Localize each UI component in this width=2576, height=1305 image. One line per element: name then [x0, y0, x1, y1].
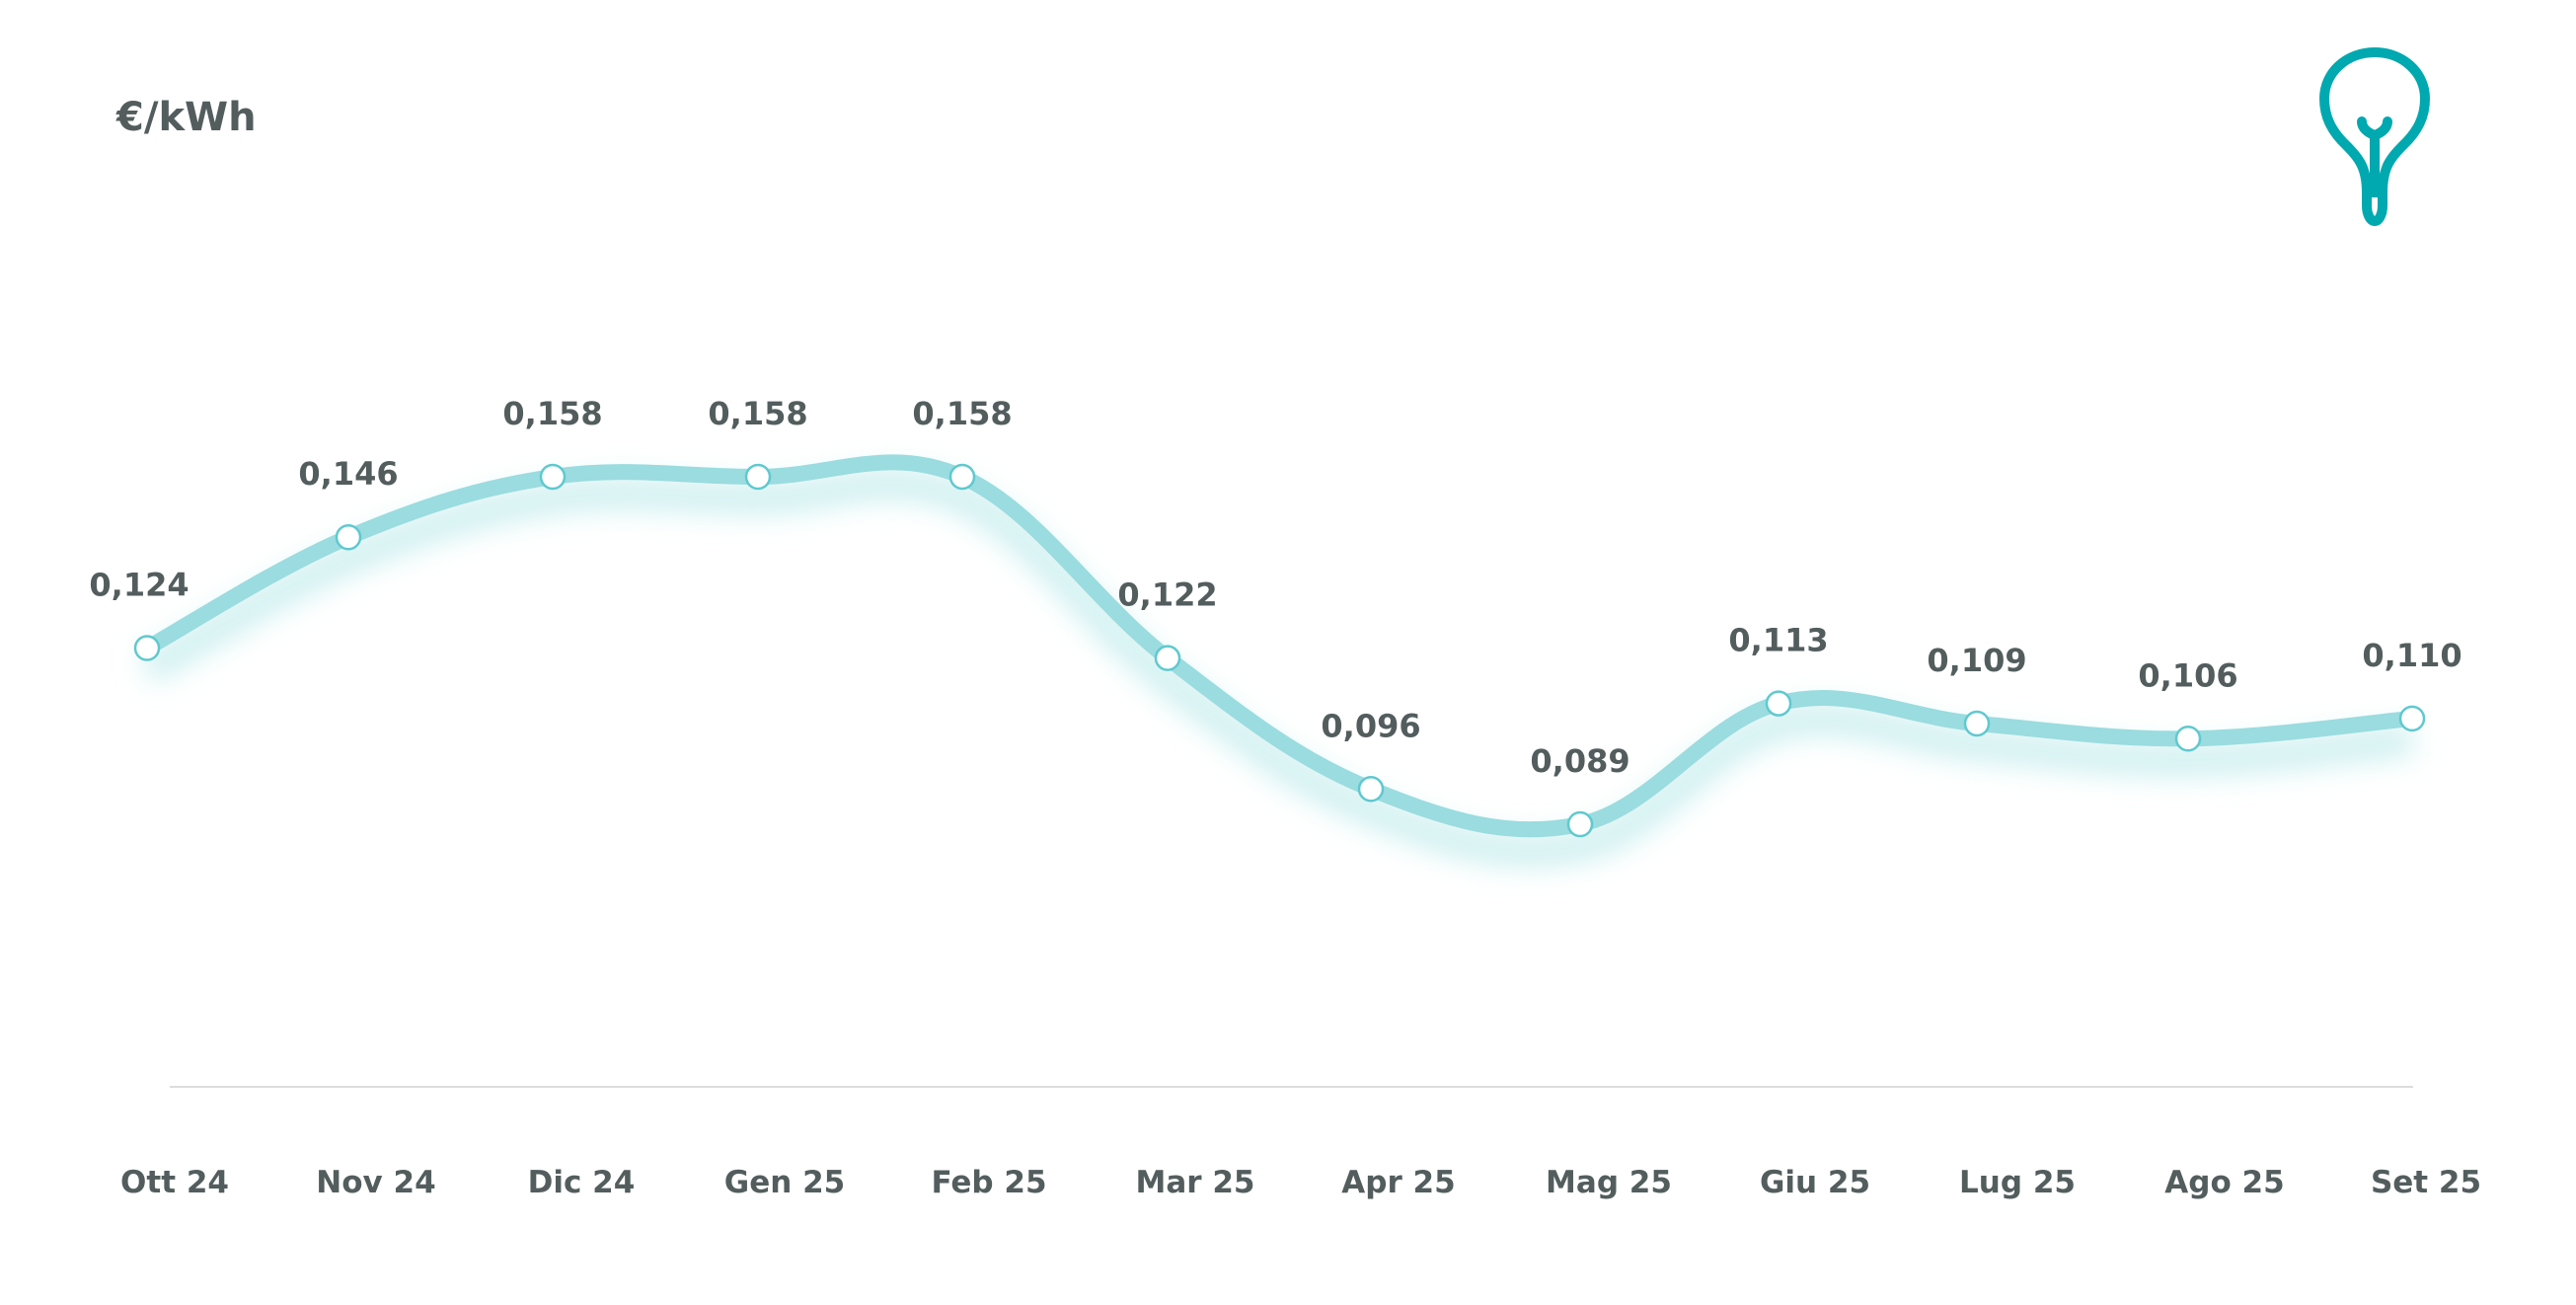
- data-label: 0,146: [298, 455, 398, 493]
- data-label: 0,089: [1530, 742, 1629, 780]
- x-tick-label: Ott 24: [120, 1165, 229, 1200]
- data-point[interactable]: [133, 635, 161, 661]
- data-point[interactable]: [1963, 710, 1991, 737]
- data-point[interactable]: [948, 463, 976, 491]
- data-point[interactable]: [1357, 776, 1385, 803]
- data-label: 0,158: [912, 395, 1012, 432]
- data-point[interactable]: [2398, 705, 2426, 732]
- data-label: 0,096: [1321, 707, 1420, 744]
- x-tick-label: Nov 24: [316, 1165, 435, 1200]
- x-tick-label: Apr 25: [1341, 1165, 1455, 1200]
- x-tick-label: Ago 25: [2164, 1165, 2284, 1200]
- x-tick-label: Mag 25: [1546, 1165, 1672, 1200]
- data-point[interactable]: [539, 463, 567, 491]
- data-label: 0,158: [708, 395, 807, 432]
- data-label: 0,158: [502, 395, 602, 432]
- data-label: 0,110: [2362, 637, 2462, 674]
- x-tick-label: Giu 25: [1760, 1165, 1870, 1200]
- series-line-shadow: [139, 469, 2414, 867]
- x-tick-label: Dic 24: [528, 1165, 636, 1200]
- x-tick-label: Gen 25: [724, 1165, 845, 1200]
- data-point[interactable]: [2174, 726, 2202, 752]
- data-point[interactable]: [1154, 645, 1181, 671]
- lightbulb-icon: [2319, 47, 2430, 226]
- data-point[interactable]: [744, 463, 772, 491]
- data-label: 0,106: [2138, 656, 2237, 694]
- x-tick-label: Set 25: [2371, 1165, 2481, 1200]
- data-label: 0,109: [1927, 642, 2026, 679]
- data-point[interactable]: [1566, 810, 1594, 838]
- x-tick-label: Feb 25: [931, 1165, 1046, 1200]
- x-tick-label: Lug 25: [1959, 1165, 2076, 1200]
- data-label: 0,113: [1728, 622, 1828, 659]
- data-point[interactable]: [335, 523, 362, 551]
- data-label: 0,122: [1117, 576, 1217, 614]
- series-line: [139, 454, 2420, 838]
- x-tick-label: Mar 25: [1136, 1165, 1255, 1200]
- data-point[interactable]: [1765, 690, 1792, 717]
- data-label: 0,124: [89, 566, 189, 603]
- y-axis-unit-label: €/kWh: [115, 95, 257, 140]
